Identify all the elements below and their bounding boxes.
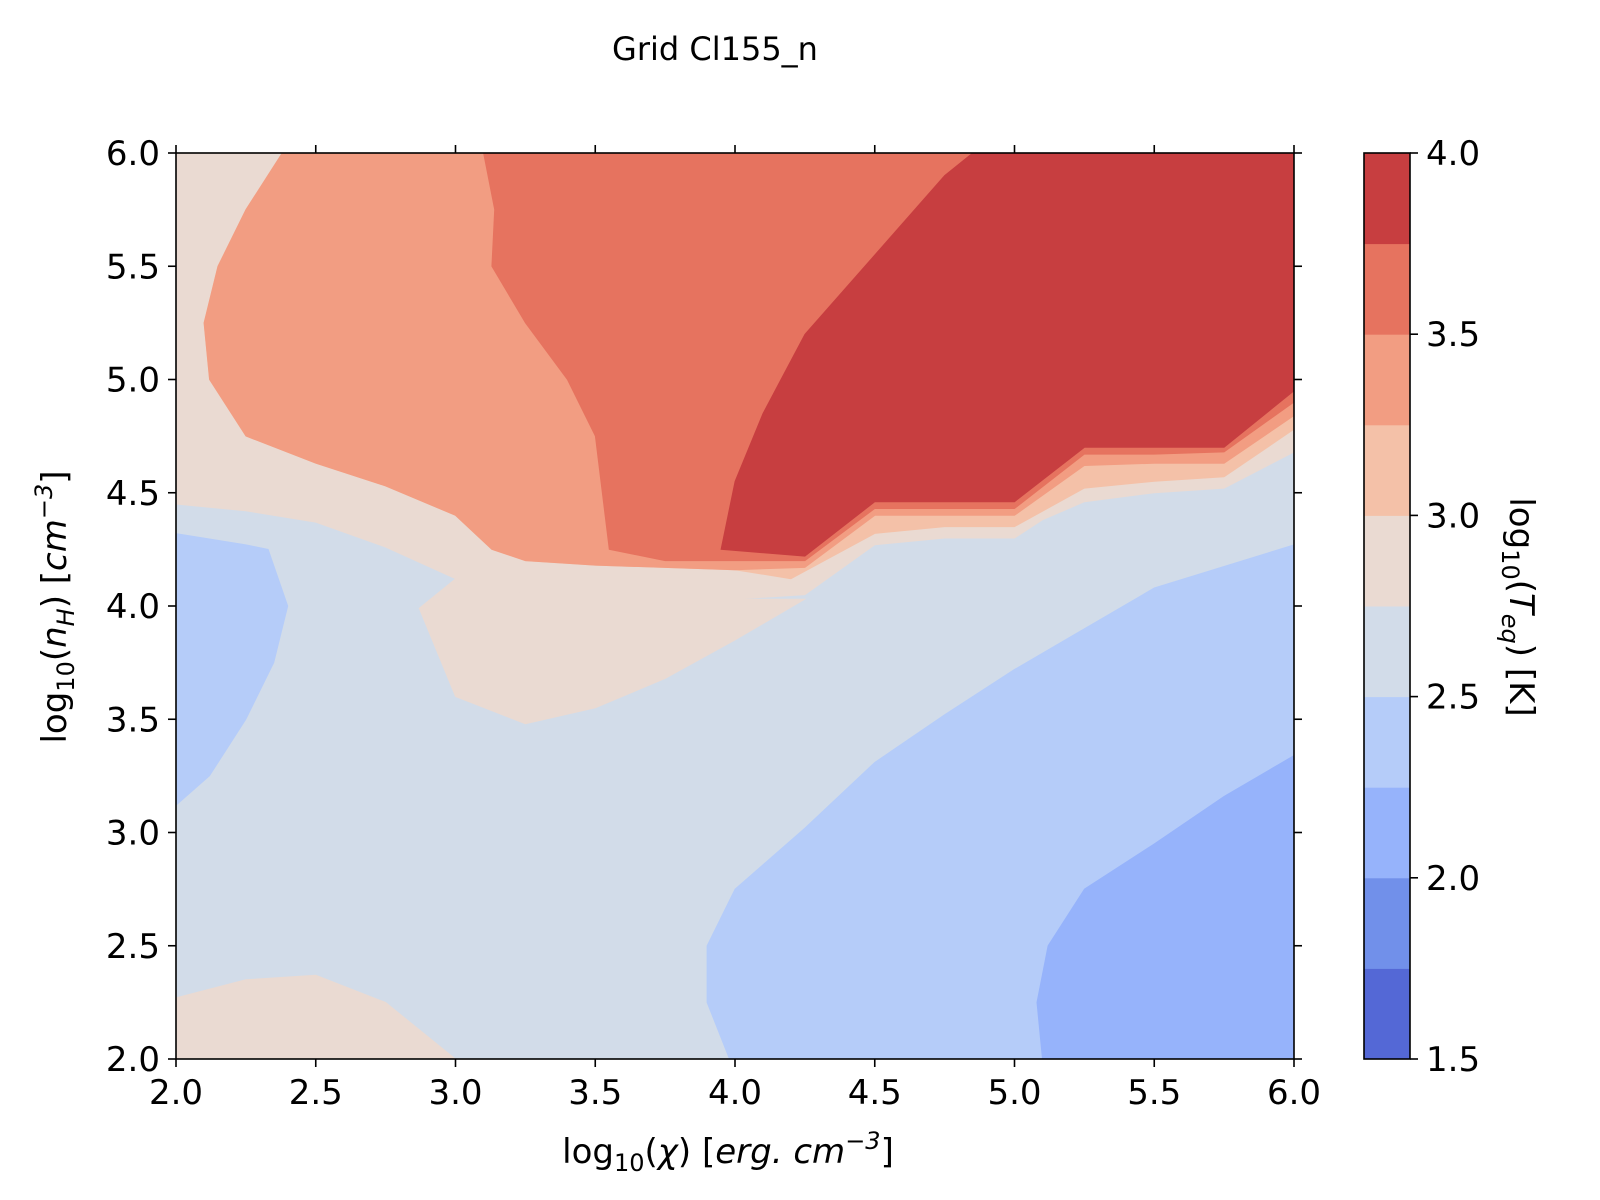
colorbar-segment — [1364, 787, 1410, 879]
colorbar-tick-label: 3.5 — [1426, 315, 1480, 355]
x-tick-label: 4.0 — [708, 1073, 762, 1113]
x-tick-label: 4.5 — [848, 1073, 902, 1113]
colorbar-segment — [1364, 696, 1410, 788]
y-axis-label: log10(nH) [cm−3] — [30, 470, 80, 743]
x-tick-label: 3.5 — [568, 1073, 622, 1113]
x-tick-label: 5.0 — [987, 1073, 1041, 1113]
contour-regions — [176, 153, 1294, 1059]
contour-region-3 — [418, 578, 807, 725]
y-tick-label: 6.0 — [106, 134, 160, 174]
colorbar-tick-label: 2.0 — [1426, 859, 1480, 899]
y-tick-label: 3.0 — [106, 814, 160, 854]
colorbar-segment — [1364, 243, 1410, 335]
colorbar-segment — [1364, 424, 1410, 516]
colorbar-segment — [1364, 153, 1410, 245]
contour-region-8 — [176, 533, 289, 806]
x-tick-label: 6.0 — [1267, 1073, 1321, 1113]
x-axis: 2.0 2.5 3.0 3.5 4.0 4.5 5.0 5.5 6.0 — [149, 145, 1321, 1113]
x-axis-label: log10(χ) [erg. cm−3] — [562, 1127, 894, 1177]
y-tick-label: 2.5 — [106, 927, 160, 967]
y-tick-label: 4.0 — [106, 587, 160, 627]
contour-region-2 — [176, 974, 457, 1059]
y-tick-label: 4.5 — [106, 474, 160, 514]
colorbar-segment — [1364, 968, 1410, 1060]
y-tick-label: 2.0 — [106, 1040, 160, 1080]
y-tick-label: 5.0 — [106, 361, 160, 401]
colorbar-segment — [1364, 877, 1410, 969]
colorbar-tick-label: 1.5 — [1426, 1040, 1480, 1080]
y-tick-label: 5.5 — [106, 247, 160, 287]
contour-region-10 — [1036, 755, 1294, 1059]
x-tick-label: 2.5 — [289, 1073, 343, 1113]
chart-title: Grid Cl155_n — [612, 30, 818, 68]
y-axis: 2.0 2.5 3.0 3.5 4.0 4.5 5.0 5.5 6.0 — [106, 134, 1302, 1080]
y-tick-label: 3.5 — [106, 700, 160, 740]
colorbar-segment — [1364, 334, 1410, 426]
x-tick-label: 2.0 — [149, 1073, 203, 1113]
colorbar-segment — [1364, 515, 1410, 607]
colorbar-ticks: 1.5 2.0 2.5 3.0 3.5 4.0 — [1410, 134, 1480, 1080]
x-tick-label: 3.0 — [428, 1073, 482, 1113]
colorbar-tick-label: 4.0 — [1426, 134, 1480, 174]
colorbar-segment — [1364, 606, 1410, 698]
x-tick-label: 5.5 — [1127, 1073, 1181, 1113]
colorbar-tick-label: 2.5 — [1426, 678, 1480, 718]
colorbar-label: log10(Teq) [K] — [1496, 497, 1541, 716]
colorbar-tick-label: 3.0 — [1426, 496, 1480, 536]
contour-region-7 — [720, 153, 1294, 557]
colorbar — [1363, 152, 1411, 1060]
colorbar-border — [1363, 152, 1411, 1060]
